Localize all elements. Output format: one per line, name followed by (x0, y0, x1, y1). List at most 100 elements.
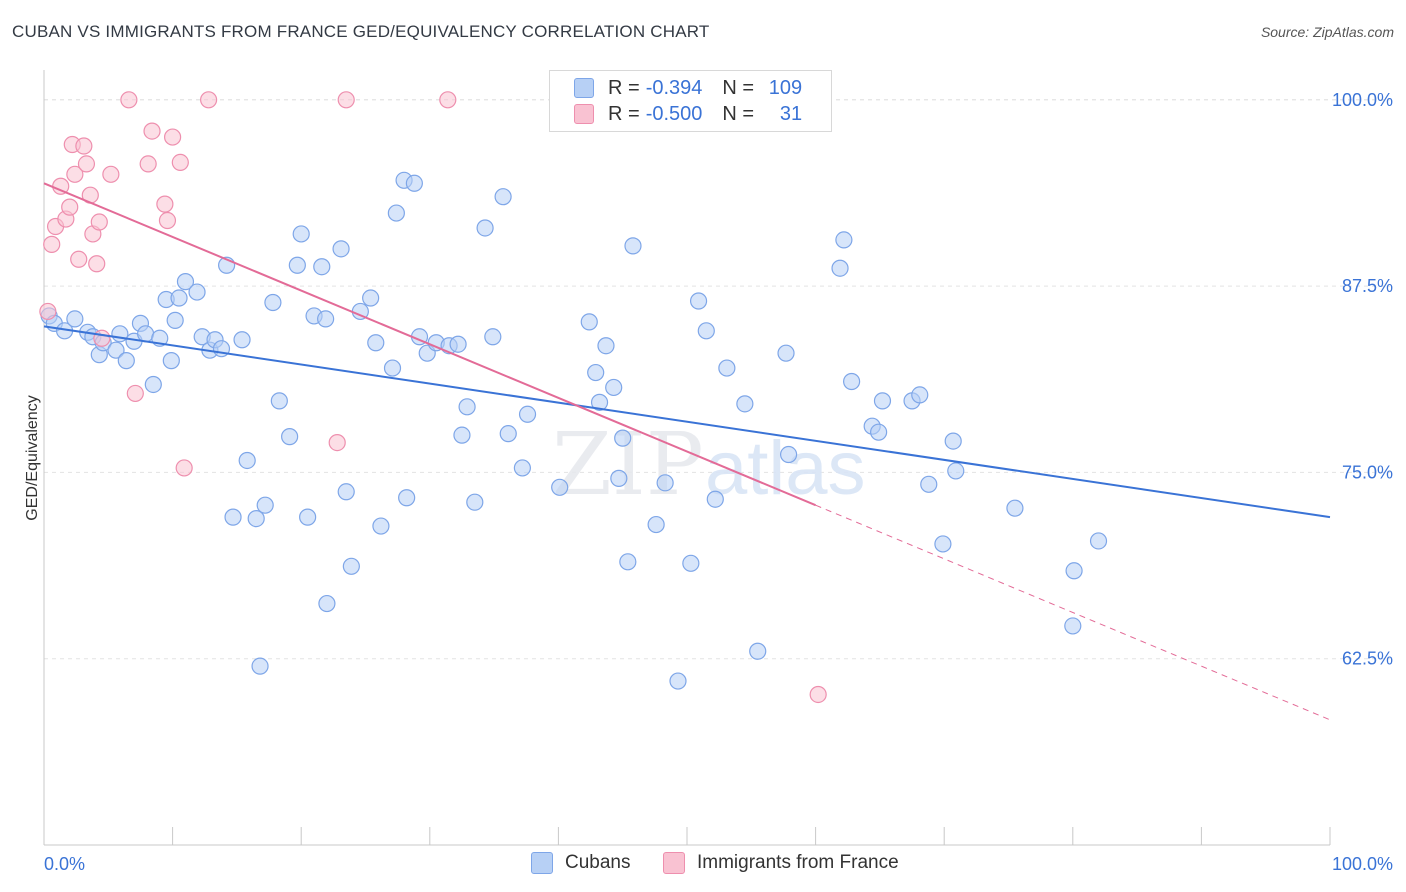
y-axis-title: GED/Equivalency (24, 395, 41, 520)
cubans-point (1065, 562, 1083, 580)
legend-n-value: 31 (779, 102, 803, 125)
cubans-point (383, 359, 402, 377)
cubans-point (911, 386, 929, 404)
y-tick-label: 75.0% (1342, 462, 1393, 482)
legend-row-france: R = -0.500 N = 31 (574, 102, 802, 126)
grid-layer (44, 99, 1390, 660)
cubans-point (870, 423, 888, 441)
cubans-point (117, 352, 135, 370)
cubans-point (270, 392, 288, 410)
chart-title: CUBAN VS IMMIGRANTS FROM FRANCE GED/EQUI… (12, 22, 710, 41)
cubans-point (835, 231, 853, 249)
france-point (139, 155, 157, 173)
cubans-point (247, 510, 265, 528)
points-layer (39, 91, 1108, 704)
legend-n-label: N = (722, 76, 755, 99)
cubans-point (614, 429, 632, 447)
france-point (337, 91, 355, 109)
cubans-trend-line (43, 325, 1331, 519)
cubans-point (580, 313, 598, 331)
cubans-point (166, 311, 184, 329)
cubans-point (281, 428, 299, 446)
france-point (439, 91, 457, 109)
cubans-point (299, 508, 317, 526)
cubans-point (656, 474, 674, 492)
cubans-point (499, 425, 517, 443)
france-point (143, 122, 161, 140)
cubans-point (944, 432, 962, 450)
cubans-point (362, 289, 380, 307)
cubans-point (387, 204, 405, 222)
cubans-point (551, 478, 569, 496)
cubans-point (264, 293, 282, 312)
france-point (126, 384, 144, 403)
cubans-point (107, 341, 125, 359)
cubans-point (518, 405, 537, 423)
cubans-point (619, 553, 637, 571)
bottom-legend-cubans: Cubans (531, 852, 631, 874)
france-point (93, 329, 111, 347)
france-point (39, 302, 57, 321)
cubans-point (494, 188, 512, 206)
cubans-point (144, 375, 162, 394)
bottom-legend-label-france: Immigrants from France (697, 852, 899, 873)
cubans-point (398, 489, 416, 507)
cubans-point (318, 594, 336, 613)
bottom-legend-swatch-cubans (531, 852, 553, 874)
france-point (102, 165, 120, 183)
cubans-point (736, 395, 754, 413)
cubans-point (647, 515, 665, 534)
cubans-point (1006, 499, 1024, 517)
bottom-legend-swatch-france (663, 852, 685, 874)
france-point (90, 213, 108, 231)
legend-r-label: R = (608, 76, 640, 99)
watermark-atlas: atlas (705, 426, 866, 511)
cubans-point (405, 174, 423, 192)
cubans-point (449, 335, 467, 353)
cubans-point (342, 557, 360, 575)
bottom-legend-label-cubans: Cubans (565, 852, 631, 873)
cubans-point (605, 378, 623, 397)
cubans-point (597, 337, 615, 355)
legend-r-value: -0.500 (645, 102, 703, 125)
france-point (175, 459, 193, 477)
france-point (158, 211, 177, 230)
france-trend-line-extension (815, 504, 1331, 721)
cubans-point (682, 554, 700, 572)
cubans-point (162, 352, 180, 370)
cubans-point (317, 310, 335, 328)
cubans-point (256, 496, 274, 514)
legend-n-value: 109 (768, 76, 803, 99)
legend-swatch-france (574, 104, 594, 124)
france-point (75, 137, 93, 155)
france-point (43, 235, 61, 253)
cubans-point (188, 283, 206, 301)
cubans-point (873, 392, 892, 410)
cubans-point (238, 451, 256, 470)
y-tick-label: 100.0% (1332, 90, 1393, 110)
chart-source: Source: ZipAtlas.com (1260, 24, 1394, 40)
cubans-point (453, 426, 471, 444)
cubans-point (513, 459, 531, 477)
bottom-legend-france: Immigrants from France (663, 852, 899, 874)
cubans-point (843, 372, 861, 391)
cubans-point (749, 642, 767, 660)
cubans-point (233, 331, 251, 349)
labels-layer: 62.5% 75.0% 87.5% 100.0% 0.0% 100.0% GED/Equiv… (24, 90, 1393, 874)
trend-layer (43, 182, 1331, 721)
watermark-zip: ZIP (552, 415, 704, 515)
cubans-point (176, 273, 195, 291)
cubans-point (1089, 532, 1108, 550)
x-tick-label: 0.0% (44, 854, 85, 874)
cubans-point (689, 292, 708, 310)
cubans-point (587, 363, 605, 382)
cubans-point (706, 490, 724, 508)
cubans-point (947, 462, 965, 480)
cubans-point (466, 493, 484, 511)
france-point (328, 433, 346, 452)
cubans-point (934, 535, 952, 553)
cubans-point (136, 325, 155, 343)
cubans-point (224, 508, 242, 526)
legend-n-label: N = (722, 102, 755, 125)
